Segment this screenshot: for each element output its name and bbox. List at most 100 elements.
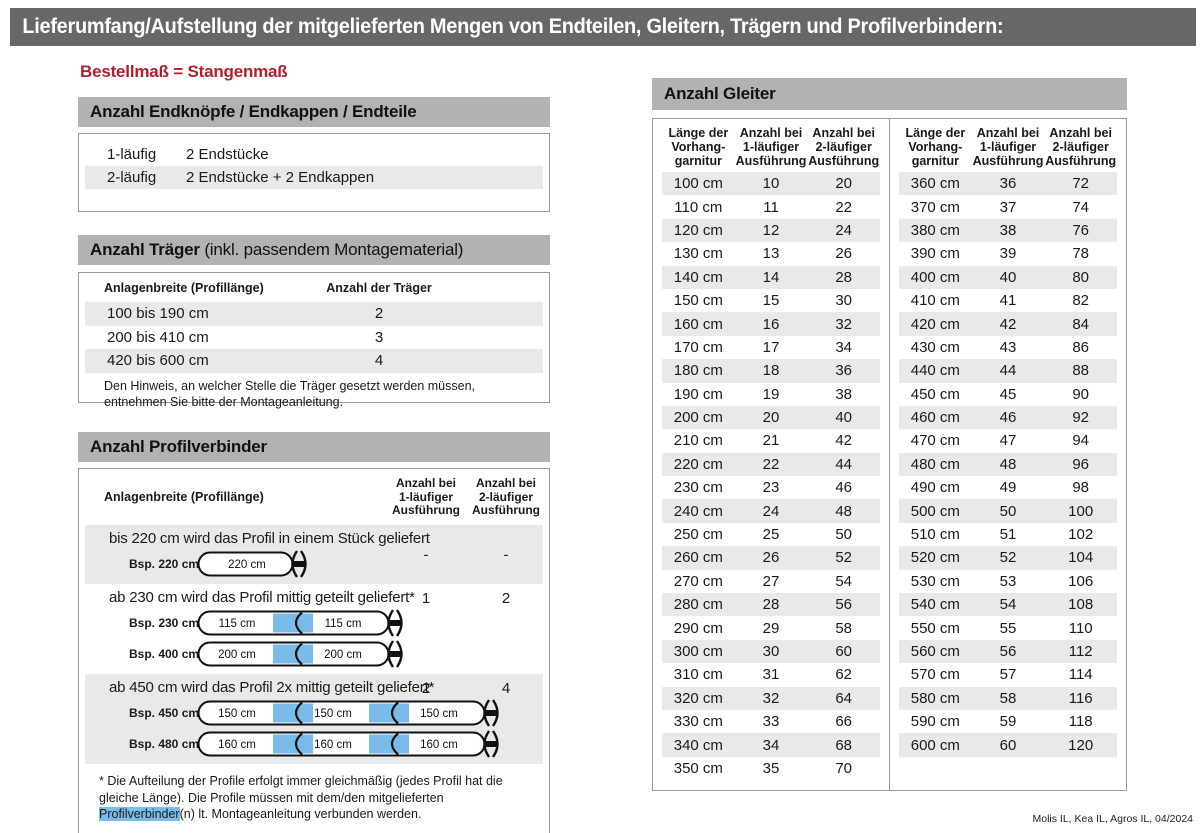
length-cell: 510 cm <box>910 526 960 544</box>
profilverbinder-connector <box>273 734 313 753</box>
count-1-cell: 51 <box>999 526 1017 544</box>
count-1-cell: 45 <box>999 385 1017 403</box>
col-anzahl-2-laeufig: Anzahl bei 2-läufiger Ausführung <box>1045 126 1117 168</box>
profile-rod-svg: 200 cm 200 cm <box>197 639 403 668</box>
document-footer: Molis IL, Kea IL, Agros IL, 04/2024 <box>1032 813 1193 825</box>
footnote-highlight: Profilverbinder <box>99 807 180 821</box>
count-2-cell: 64 <box>835 689 853 707</box>
width-range-cell: 420 bis 600 cm <box>107 352 209 369</box>
table-row: 230 cm 23 46 <box>662 476 880 499</box>
count-2-cell: 98 <box>1072 479 1090 497</box>
end-cap-icon <box>387 608 395 637</box>
length-cell: 350 cm <box>673 759 723 777</box>
table-row: 440 cm 44 88 <box>899 359 1117 383</box>
segment-length-label: 115 cm <box>325 618 362 630</box>
table-row: 480 cm 48 96 <box>899 452 1117 477</box>
profile-diagram: Bsp. 450 cm 150 cm 150 cm 150 cm <box>129 698 543 727</box>
end-cap-bar <box>389 619 401 626</box>
count-2-cell: 120 <box>1068 736 1094 754</box>
table-row: 170 cm 17 34 <box>662 336 880 359</box>
gleiter-table: Länge der Vorhang- garnitur Anzahl bei 1… <box>652 118 1127 791</box>
length-cell: 440 cm <box>910 362 960 380</box>
count-2-cell: 24 <box>835 221 853 239</box>
count-2-cell: 48 <box>835 502 853 520</box>
table-row: 160 cm 16 32 <box>662 312 880 336</box>
length-cell: 460 cm <box>910 409 960 427</box>
count-1-cell: 34 <box>762 736 780 754</box>
count-1-cell: 55 <box>999 619 1017 637</box>
profile-rod-svg: 150 cm 150 cm 150 cm <box>197 698 499 727</box>
segment-length-label: 160 cm <box>314 739 352 751</box>
count-2-cell: 20 <box>835 175 853 193</box>
count-1-cell: 49 <box>999 479 1017 497</box>
table-row: 530 cm 53 106 <box>899 570 1117 593</box>
width-range-cell: 200 bis 410 cm <box>107 328 209 346</box>
count-1-cell: 26 <box>762 549 780 567</box>
length-cell: 380 cm <box>910 221 960 239</box>
count-1-cell: 54 <box>999 596 1017 614</box>
section-header-traeger: Anzahl Träger (inkl. passendem Montagema… <box>78 235 550 265</box>
length-cell: 540 cm <box>910 596 960 614</box>
segment-joint-arc <box>390 701 399 724</box>
count-1-cell: 44 <box>999 362 1017 380</box>
table-row: 370 cm 37 74 <box>899 195 1117 218</box>
count-1-cell: 57 <box>999 666 1017 684</box>
count-2-cell: 46 <box>835 479 853 497</box>
count-1-cell: 37 <box>999 198 1017 216</box>
section-header-gleiter: Anzahl Gleiter <box>652 78 1127 110</box>
count-1-cell: 35 <box>762 759 780 777</box>
left-column: Bestellmaß = Stangenmaß Anzahl Endknöpfe… <box>78 60 550 833</box>
col-anzahl-2-laeufig: Anzahl bei 2-läufiger Ausführung <box>808 126 880 168</box>
end-cap-icon <box>387 639 395 668</box>
profile-rod-svg: 160 cm 160 cm 160 cm <box>197 729 499 758</box>
table-row: 100 cm 10 20 <box>662 172 880 196</box>
count-2-cell: 96 <box>1072 455 1090 473</box>
count-1-cell: 17 <box>762 338 780 356</box>
count-1-cell: 58 <box>999 689 1017 707</box>
count-1-cell: 36 <box>999 175 1017 193</box>
length-cell: 560 cm <box>910 643 960 660</box>
count-2-cell: 76 <box>1072 221 1090 239</box>
length-cell: 300 cm <box>673 643 723 660</box>
col-anzahl-traeger: Anzahl der Träger <box>326 280 432 295</box>
table-row: 600 cm 60 120 <box>899 733 1117 757</box>
profilverbinder-connector <box>273 644 313 663</box>
count-1-cell: 43 <box>999 338 1017 356</box>
end-cap-bar <box>485 709 497 716</box>
count-cell: 3 <box>374 328 384 346</box>
count-1-cell: 27 <box>762 572 780 590</box>
count-2-cell: 100 <box>1068 502 1094 520</box>
count-2-cell: 68 <box>835 736 853 754</box>
table-row: 430 cm 43 86 <box>899 336 1117 359</box>
count-2-cell: 62 <box>835 666 853 684</box>
count-2-cell: 54 <box>835 572 853 590</box>
length-cell: 530 cm <box>910 572 960 590</box>
count-2-cell: 104 <box>1068 549 1094 567</box>
length-cell: 480 cm <box>910 455 960 473</box>
length-cell: 260 cm <box>673 549 723 567</box>
count-1-cell: 42 <box>999 315 1017 333</box>
table-row: 460 cm 46 92 <box>899 405 1117 430</box>
length-cell: 580 cm <box>910 689 960 707</box>
segment-joint-arc <box>390 732 399 755</box>
length-cell: 520 cm <box>910 549 960 567</box>
segment-length-label: 150 cm <box>314 708 352 720</box>
page-title-bar: Lieferumfang/Aufstellung der mitgeliefer… <box>10 8 1196 46</box>
count-1-laeufig: 1 <box>421 590 431 607</box>
gleiter-rows-left: 100 cm 10 20 110 cm 11 22 120 cm <box>653 172 889 780</box>
count-1-cell: 41 <box>999 292 1017 310</box>
count-1-cell: 16 <box>762 315 780 333</box>
width-range-cell: 100 bis 190 cm <box>107 305 209 322</box>
count-1-cell: 47 <box>999 432 1017 450</box>
end-cap-icon <box>491 729 499 758</box>
count-2-cell: 22 <box>835 198 853 216</box>
row-description: ab 450 cm wird das Profil 2x mittig gete… <box>109 679 435 696</box>
table-row: 560 cm 56 112 <box>899 639 1117 664</box>
table-row: 250 cm 25 50 <box>662 523 880 546</box>
col-anzahl-2-laeufig: Anzahl bei 2-läufiger Ausführung <box>472 475 540 517</box>
table-row: 310 cm 31 62 <box>662 663 880 686</box>
order-measure-note: Bestellmaß = Stangenmaß <box>80 62 288 81</box>
table-row: 200 cm 20 40 <box>662 405 880 430</box>
table-row: 540 cm 54 108 <box>899 593 1117 617</box>
